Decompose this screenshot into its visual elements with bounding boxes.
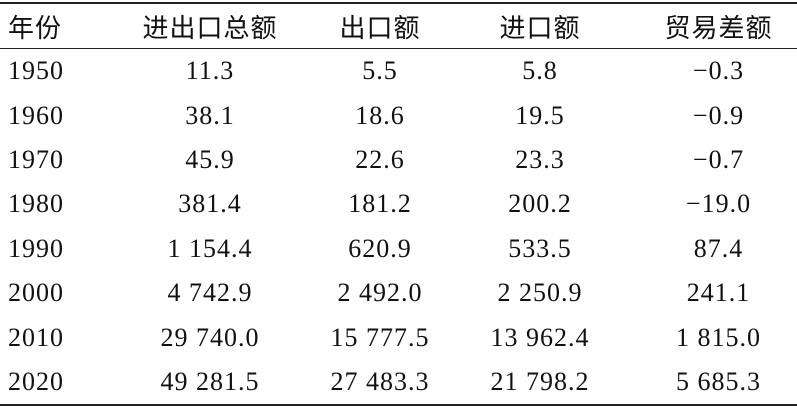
table-row: 2020 49 281.5 27 483.3 21 798.2 5 685.3 [0, 360, 797, 406]
table-row: 2010 29 740.0 15 777.5 13 962.4 1 815.0 [0, 315, 797, 359]
value-cell: 4 742.9 [167, 278, 253, 308]
value-cell: 5 685.3 [676, 366, 761, 396]
value-cell: 1 815.0 [676, 322, 761, 352]
table-body: 1950 11.3 5.5 5.8 −0.3 1960 38.1 18.6 19.5 −0.9 19… [0, 49, 797, 406]
value-cell: −0.3 [692, 56, 745, 86]
value-cell: −0.7 [692, 144, 745, 174]
value-cell: 27 483.3 [330, 366, 430, 396]
value-cell: 22.6 [355, 144, 405, 174]
header-cell: 年份 [8, 13, 63, 43]
table-row: 1990 1 154.4 620.9 533.5 87.4 [0, 227, 797, 271]
value-cell: 1 154.4 [167, 233, 253, 263]
header-cell: 贸易差额 [664, 13, 773, 43]
year-cell: 2010 [8, 322, 64, 352]
year-cell: 1990 [8, 233, 64, 263]
table-row: 1980 381.4 181.2 200.2 −19.0 [0, 182, 797, 226]
value-cell: 200.2 [508, 189, 572, 219]
value-cell: 19.5 [515, 100, 565, 130]
year-cell: 1960 [8, 100, 64, 130]
table-row: 1960 38.1 18.6 19.5 −0.9 [0, 93, 797, 137]
value-cell: 620.9 [348, 233, 412, 263]
value-cell: 29 740.0 [160, 322, 260, 352]
value-cell: 2 250.9 [497, 278, 583, 308]
value-cell: 5.5 [362, 56, 398, 86]
value-cell: 87.4 [693, 233, 744, 263]
header-cell: 出口额 [339, 13, 421, 43]
year-cell: 1950 [8, 56, 64, 86]
year-cell: 2020 [8, 366, 64, 396]
value-cell: 21 798.2 [490, 366, 590, 396]
value-cell: 38.1 [185, 100, 235, 130]
value-cell: 11.3 [185, 56, 235, 86]
value-cell: 533.5 [508, 233, 572, 263]
table-row: 1970 45.9 22.6 23.3 −0.7 [0, 138, 797, 182]
header-row: 年份 进出口总额 出口额 进口额 贸易差额 [0, 3, 797, 49]
year-cell: 2000 [8, 278, 64, 308]
value-cell: 15 777.5 [330, 322, 430, 352]
table-row: 1950 11.3 5.5 5.8 −0.3 [0, 49, 797, 94]
value-cell: 13 962.4 [490, 322, 590, 352]
value-cell: −19.0 [685, 189, 752, 219]
year-cell: 1980 [8, 189, 64, 219]
value-cell: 381.4 [178, 189, 242, 219]
table-row: 2000 4 742.9 2 492.0 2 250.9 241.1 [0, 271, 797, 315]
value-cell: 49 281.5 [160, 366, 260, 396]
value-cell: 2 492.0 [337, 278, 423, 308]
value-cell: −0.9 [692, 100, 745, 130]
table-header: 年份 进出口总额 出口额 进口额 贸易差额 [0, 3, 797, 49]
value-cell: 241.1 [686, 278, 751, 308]
header-cell: 进口额 [499, 13, 581, 43]
value-cell: 23.3 [515, 144, 565, 174]
value-cell: 45.9 [185, 144, 235, 174]
value-cell: 5.8 [522, 56, 558, 86]
value-cell: 181.2 [348, 189, 412, 219]
year-cell: 1970 [8, 144, 64, 174]
value-cell: 18.6 [355, 100, 405, 130]
header-cell: 进出口总额 [142, 13, 278, 43]
